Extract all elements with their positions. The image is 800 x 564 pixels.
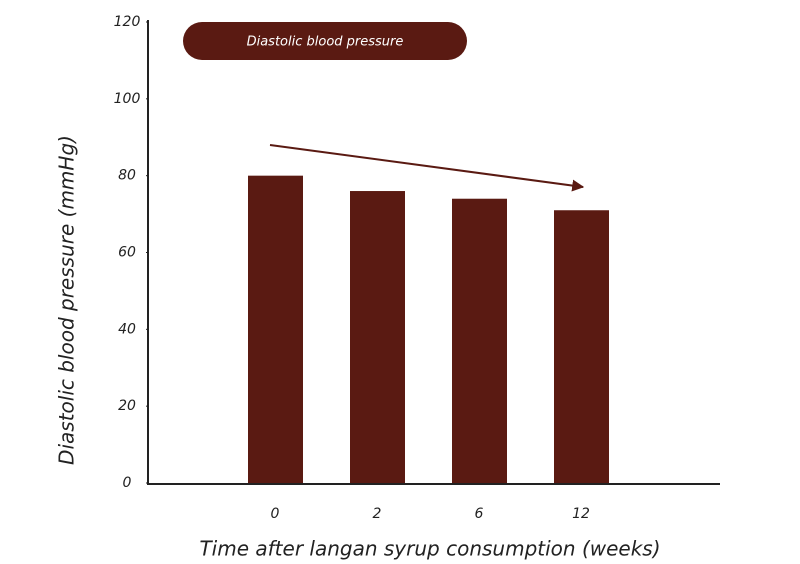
- x-tick-label: 0: [271, 506, 280, 522]
- bar: [350, 191, 405, 484]
- y-axis-title: Diastolic blood pressure (mmHg): [55, 135, 79, 465]
- x-tick-label: 2: [373, 506, 382, 522]
- x-tick-label: 6: [475, 506, 484, 522]
- y-tick-label: 60: [118, 245, 136, 261]
- x-axis-title: Time after langan syrup consumption (wee…: [199, 537, 660, 561]
- x-tick-label: 12: [572, 506, 590, 522]
- bar: [248, 175, 303, 483]
- legend-label: Diastolic blood pressure: [247, 35, 404, 50]
- y-tick-label: 20: [118, 398, 136, 414]
- y-tick-label: 100: [114, 91, 141, 107]
- y-tick-label: 0: [123, 475, 132, 491]
- y-tick-label: 40: [118, 321, 136, 337]
- y-tick-label: 120: [114, 14, 141, 30]
- y-tick-label: 80: [118, 168, 136, 184]
- trend-arrow: [269, 144, 585, 192]
- legend-badge: [183, 22, 467, 60]
- bar: [554, 210, 609, 483]
- bar: [452, 198, 507, 483]
